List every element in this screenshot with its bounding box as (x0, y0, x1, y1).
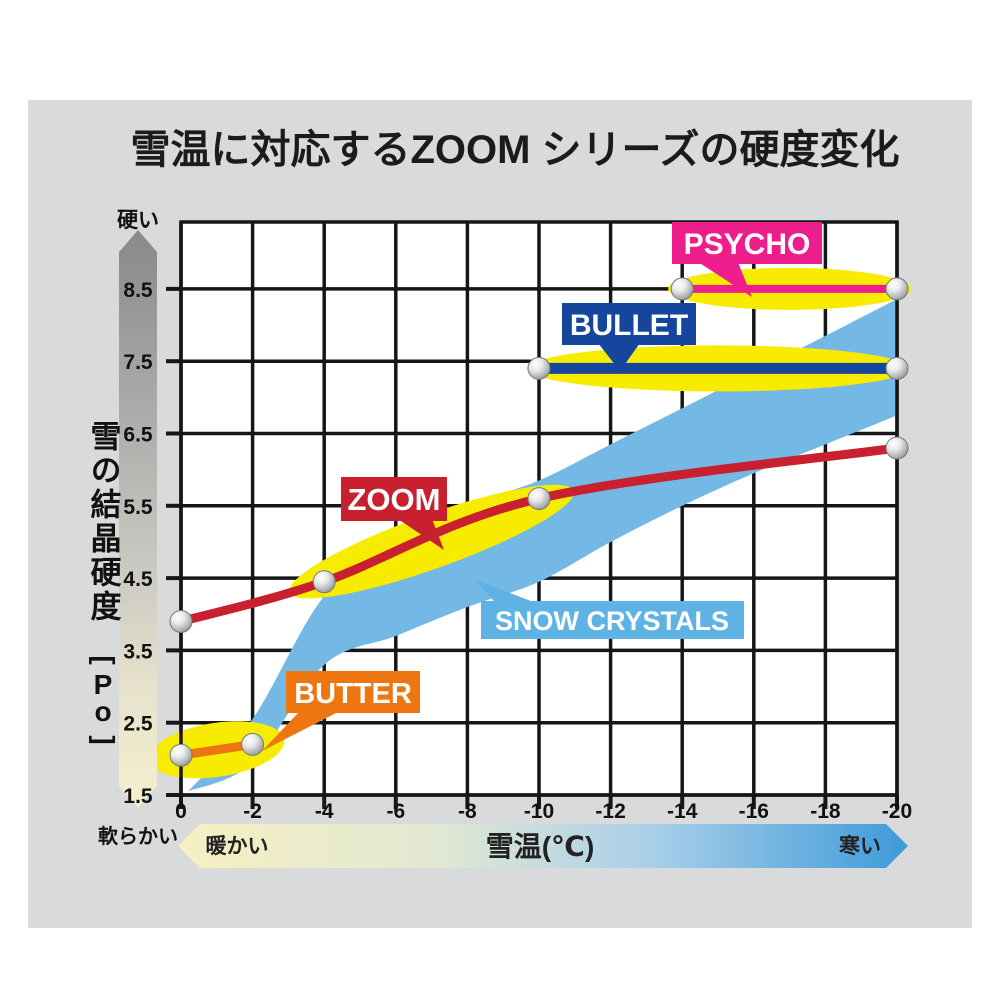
marker-zoom (170, 610, 192, 632)
y-tick-label: 4.5 (123, 568, 153, 591)
marker-psycho (671, 278, 693, 300)
psycho-label: PSYCHO (684, 228, 811, 261)
soft-label: 軟らかい (98, 824, 178, 848)
x-tick-label: -14 (667, 800, 698, 823)
marker-zoom (313, 571, 335, 593)
cold-label: 寒い (839, 834, 881, 858)
unit-bracket-open: [ (89, 655, 120, 664)
marker-bullet (886, 357, 908, 379)
x-tick-label: -12 (595, 800, 625, 823)
y-tick-label: 6.5 (123, 424, 153, 447)
y-axis-title: 雪の結晶硬度 (86, 420, 122, 624)
marker-psycho (886, 278, 908, 300)
unit-char: o (94, 696, 111, 727)
x-tick-label: -10 (524, 800, 554, 823)
snow-wax-hardness-chart: 雪温に対応するZOOM シリーズの硬度変化 硬い 軟らかい 8.5 7.5 6.5 5… (0, 0, 1000, 1000)
y-tick-label: 8.5 (123, 279, 153, 302)
y-tick-label: 1.5 (123, 785, 153, 808)
marker-butter (170, 744, 192, 766)
x-tick-label: -2 (243, 800, 262, 823)
x-tick-label: -20 (882, 800, 912, 823)
marker-zoom (886, 437, 908, 459)
y-tick-label: 2.5 (123, 713, 153, 736)
marker-zoom (528, 488, 550, 510)
x-tick-label: -8 (458, 800, 477, 823)
unit-bracket-close: ] (89, 735, 120, 744)
y-tick-label: 3.5 (123, 640, 153, 663)
marker-bullet (528, 357, 550, 379)
x-tick-label: -6 (386, 800, 405, 823)
y-tick-label: 5.5 (123, 496, 153, 519)
x-tick-label: -16 (739, 800, 769, 823)
warm-label: 暖かい (206, 835, 269, 858)
butter-label: BUTTER (294, 678, 412, 710)
x-tick-label: -4 (315, 800, 334, 823)
marker-butter (242, 733, 264, 755)
hard-label: 硬い (117, 209, 159, 232)
bullet-label: BULLET (570, 309, 688, 342)
chart-canvas: 雪温に対応するZOOM シリーズの硬度変化 硬い 軟らかい 8.5 7.5 6.5 5… (0, 0, 1000, 1000)
y-tick-label: 7.5 (123, 351, 153, 374)
chart-title: 雪温に対応するZOOM シリーズの硬度変化 (130, 127, 899, 172)
snow-crystals-label: SNOW CRYSTALS (495, 606, 729, 636)
x-tick-label: 0 (175, 800, 187, 823)
zoom-label: ZOOM (348, 482, 441, 517)
x-axis-title: 雪温(℃) (486, 831, 595, 862)
x-tick-label: -18 (810, 800, 841, 823)
